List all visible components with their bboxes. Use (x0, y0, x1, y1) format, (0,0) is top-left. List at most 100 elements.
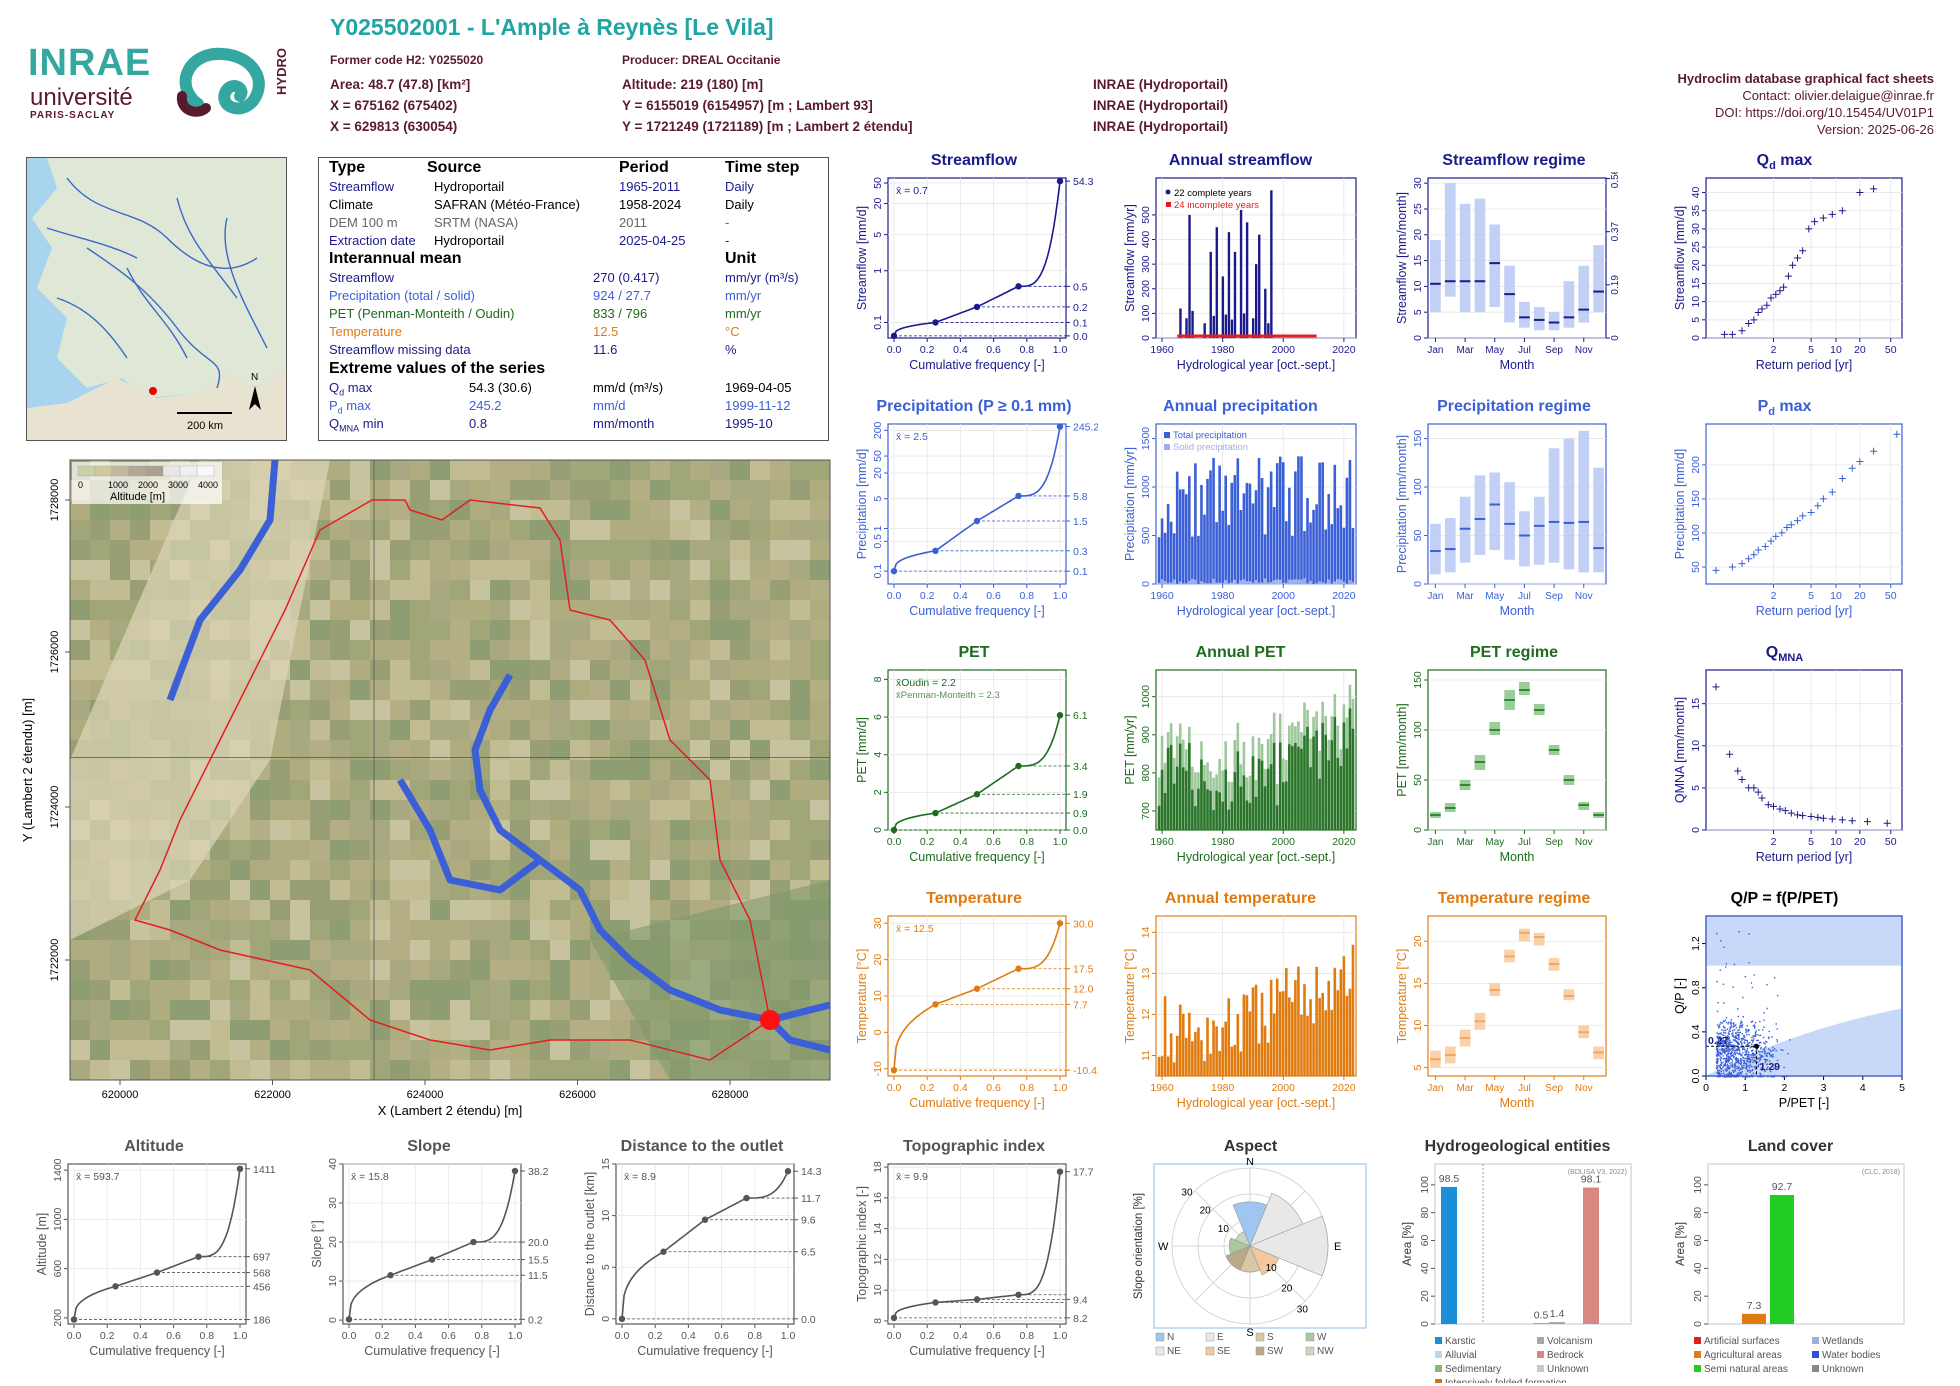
y-axis-label: Precipitation [mm/d] (855, 449, 869, 559)
quantile-point (618, 1315, 626, 1323)
bar-value-label: 98.1 (1581, 1174, 1602, 1186)
return-point (1807, 813, 1815, 821)
annual-bar (1291, 535, 1294, 584)
month-label: Nov (1575, 345, 1593, 356)
x-axis-label: Cumulative frequency [-] (637, 1344, 772, 1358)
annual-bar (1233, 772, 1237, 830)
return-point (1799, 812, 1807, 820)
x-axis-label: Month (1500, 604, 1535, 618)
y-tick-label: 15 (1690, 277, 1702, 289)
chart-aspect: Aspect N E S W 10 10 20 20 30 30 Slope orientation … (1128, 1138, 1373, 1383)
return-point (1750, 551, 1758, 559)
x-tick-label: 0.6 (441, 1330, 456, 1342)
y-tick-label: 20 (1692, 1290, 1704, 1302)
return-point (1712, 566, 1720, 574)
y-tick-label: 8 (872, 676, 884, 682)
mean-label: x̄ = 8.9 (624, 1171, 656, 1183)
return-point (1776, 287, 1784, 295)
chart-title: Streamflow (850, 152, 1098, 170)
return-point (1799, 247, 1807, 255)
annual-bar (1342, 722, 1346, 830)
plot-frame (1705, 669, 1903, 831)
annual-bar-penman (1221, 770, 1224, 830)
quantile-point (1015, 283, 1022, 290)
return-point (1750, 784, 1758, 792)
x-tick-label: 1.0 (1053, 344, 1068, 356)
annual-bar (1318, 998, 1321, 1076)
y-axis-label: Y (Lambert 2 étendu) [m] (20, 698, 35, 842)
annual-bar-penman (1157, 777, 1161, 830)
chart-title: Land cover (1668, 1138, 1913, 1156)
y-axis-label: Temperature [°C] (855, 949, 869, 1044)
y-axis-label: Slope orientation [%] (1133, 1193, 1145, 1299)
x-tick-label: 0.0 (887, 836, 902, 848)
annual-bar (1294, 742, 1297, 830)
paris-saclay-logo: PARIS-SACLAY (30, 110, 116, 121)
x-tick-label: 0.8 (1019, 344, 1034, 356)
y-tick-label: 200 (1140, 280, 1152, 298)
annual-bar (1266, 1042, 1270, 1076)
quantile-point (784, 1168, 792, 1175)
annual-bar (1181, 489, 1185, 584)
header-extreme: Extreme values of the series (329, 360, 546, 377)
entity-bar (1583, 1187, 1599, 1324)
return-point (1726, 750, 1734, 758)
x-tick-label: 1960 (1150, 344, 1174, 356)
qp-above-one (1706, 916, 1902, 966)
mean-label: Streamflow missing data (329, 342, 471, 357)
annual-bar (1239, 210, 1243, 338)
annual-bar (1285, 521, 1288, 584)
annual-bars (1157, 944, 1355, 1076)
aspect-legend-item: E (1217, 1332, 1224, 1343)
regime-box (1504, 482, 1515, 560)
x-tick-label: 0.4 (953, 590, 968, 602)
legend-total: Total precipitation (1173, 430, 1247, 441)
x-axis-label: P/PET [-] (1779, 1096, 1829, 1110)
y-tick-label: 1726000 (49, 631, 61, 674)
return-point (1814, 813, 1822, 821)
y-tick-label: 100 (1419, 1176, 1431, 1194)
y-axis-label: PET [mm/d] (855, 717, 869, 783)
return-point (1811, 218, 1819, 226)
annual-bar (1197, 788, 1200, 830)
chart-temperature_regime: Temperature regime 5 10 15 20 Jan Mar May Jul Sep… (1390, 890, 1638, 1118)
plot-frame (887, 423, 1067, 585)
row-source: Hydroportail (434, 179, 505, 194)
entity-bar (1441, 1186, 1457, 1324)
annual-bar (1342, 527, 1346, 584)
annual-bar (1333, 464, 1337, 584)
annual-bar (1327, 760, 1331, 830)
x-tick-label: 2 (1781, 1082, 1787, 1094)
plot-frame (342, 1163, 522, 1325)
annual-bar (1191, 1041, 1194, 1076)
y-tick-label: 11 (1140, 1050, 1152, 1061)
y-tick-label: 0 (600, 1316, 612, 1322)
header-source: Source (427, 159, 482, 176)
annual-bar (1172, 783, 1176, 830)
chart-title: Q/P = f(P/PET) (1662, 890, 1907, 908)
mean-label: x̄ = 15.8 (351, 1171, 389, 1183)
right-tick-label: 5.8 (1073, 491, 1088, 503)
regime-box (1563, 989, 1575, 1001)
france-locator-map: 200 km N (26, 157, 287, 441)
y-tick-label: 0.0 (1690, 1069, 1702, 1084)
landcover-legend-item: Semi natural areas (1704, 1364, 1788, 1375)
row-type: Climate (329, 197, 374, 212)
annual-bar (1309, 767, 1312, 830)
extreme-symbol: Q (329, 416, 340, 431)
mean-label: x̄ = 0.7 (896, 185, 928, 197)
row-step: - (725, 233, 730, 248)
annual-bar (1230, 1046, 1234, 1076)
extreme-value: 54.3 (30.6) (469, 380, 532, 395)
x-tick-label: 1.0 (233, 1330, 248, 1342)
regime-box (1563, 438, 1575, 570)
annual-bar (1303, 984, 1306, 1076)
quantile-point (70, 1316, 78, 1323)
y-tick-label: 900 (1140, 726, 1152, 744)
chart-streamflow_regime: Streamflow regime 0 5 10 15 20 25 30 Jan Mar May Ju… (1390, 152, 1638, 380)
mean-label: Temperature (329, 324, 402, 339)
annual-bar (1251, 756, 1255, 830)
y-tick-label: 15 (600, 1158, 612, 1170)
y-tick-label: 20 (872, 198, 884, 210)
y-tick-label: 5 (600, 1264, 612, 1270)
